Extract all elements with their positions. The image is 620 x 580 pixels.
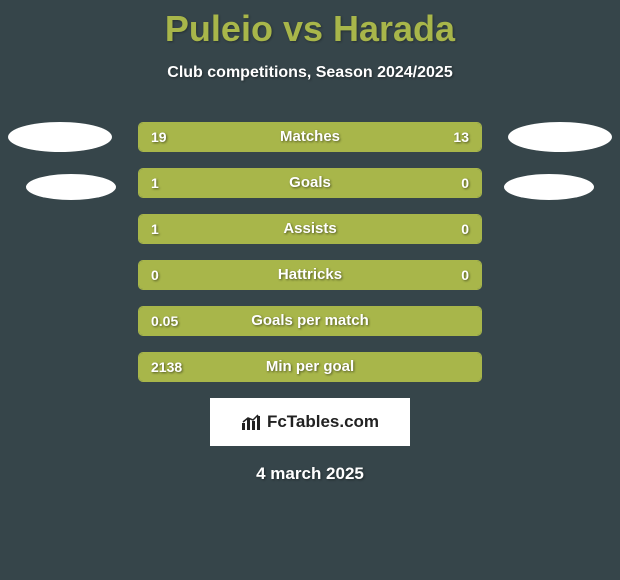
chart-icon	[241, 413, 263, 431]
stat-label: Matches	[139, 123, 481, 151]
stat-row: 1913Matches	[138, 122, 482, 152]
stat-row: 10Goals	[138, 168, 482, 198]
comparison-title: Puleio vs Harada	[0, 0, 620, 50]
player-right-badge-2	[504, 174, 594, 200]
player-right-badge-1	[508, 122, 612, 152]
stat-label: Assists	[139, 215, 481, 243]
stat-row: 10Assists	[138, 214, 482, 244]
stat-row: 00Hattricks	[138, 260, 482, 290]
player-left-badge-1	[8, 122, 112, 152]
comparison-content: 1913Matches 10Goals 10Assists 00Hattricks 0.…	[0, 122, 620, 484]
player-left-badge-2	[26, 174, 116, 200]
comparison-subtitle: Club competitions, Season 2024/2025	[0, 64, 620, 82]
stat-label: Min per goal	[139, 353, 481, 381]
stat-row: 0.05Goals per match	[138, 306, 482, 336]
stat-label: Hattricks	[139, 261, 481, 289]
source-logo: FcTables.com	[210, 398, 410, 446]
stat-bars: 1913Matches 10Goals 10Assists 00Hattricks 0.…	[138, 122, 482, 382]
stat-label: Goals	[139, 169, 481, 197]
comparison-date: 4 march 2025	[0, 464, 620, 484]
stat-label: Goals per match	[139, 307, 481, 335]
source-logo-text: FcTables.com	[267, 412, 379, 432]
stat-row: 2138Min per goal	[138, 352, 482, 382]
